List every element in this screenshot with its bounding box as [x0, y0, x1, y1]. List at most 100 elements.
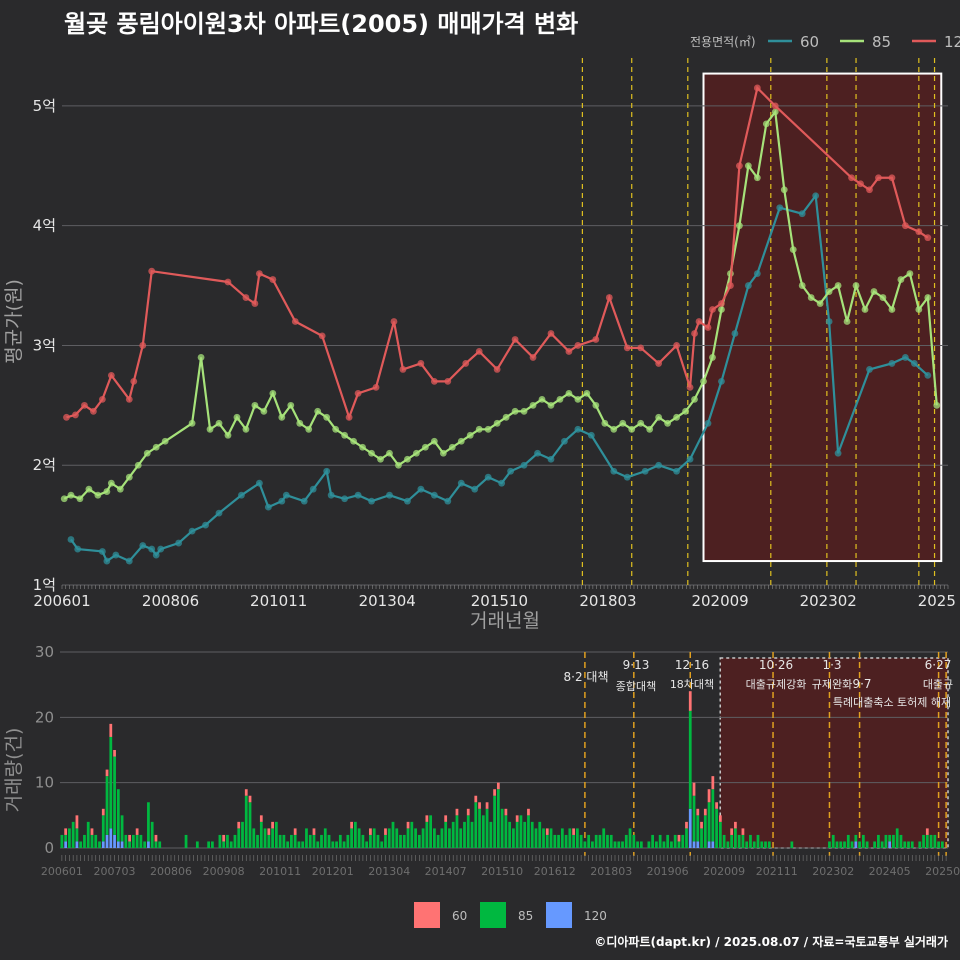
data-point-120 — [291, 318, 299, 325]
data-point-120 — [605, 294, 613, 301]
bar-segment-85 — [94, 834, 98, 848]
bar-segment-60 — [478, 802, 481, 809]
data-point-120 — [318, 332, 326, 340]
bar-segment-60 — [504, 808, 508, 816]
bar-segment-85 — [116, 789, 120, 842]
bar-segment-85 — [628, 828, 632, 848]
bar-segment-85 — [692, 795, 696, 842]
bar-x-tick-label: 200601 — [41, 865, 83, 878]
bar-segment-85 — [395, 828, 399, 848]
data-point-85 — [215, 419, 223, 427]
data-point-85 — [771, 108, 779, 116]
data-point-60 — [484, 473, 492, 481]
bar-segment-120 — [101, 841, 105, 848]
bar-segment-85 — [297, 841, 301, 848]
data-point-120 — [529, 354, 537, 361]
bar-segment-85 — [718, 821, 722, 848]
data-point-120 — [623, 344, 631, 352]
bar-segment-60 — [222, 834, 226, 842]
bar-segment-85 — [530, 821, 534, 848]
bar-segment-85 — [575, 828, 579, 848]
bar-segment-85 — [636, 841, 639, 848]
bar-segment-85 — [910, 841, 914, 848]
bar-segment-85 — [707, 802, 711, 842]
bar-segment-85 — [451, 821, 455, 848]
data-point-120 — [255, 270, 263, 277]
data-point-60 — [753, 270, 761, 277]
data-point-85 — [870, 288, 878, 295]
legend-title: 전용면적(㎡) — [690, 35, 756, 49]
data-point-85 — [439, 449, 447, 457]
data-point-60 — [264, 503, 272, 511]
bar-segment-85 — [184, 834, 188, 848]
bar-segment-85 — [515, 821, 519, 848]
bar-segment-120 — [109, 828, 113, 848]
bar-segment-85 — [696, 815, 700, 842]
bar-x-tick-label: 202302 — [812, 865, 854, 878]
data-point-85 — [466, 431, 474, 439]
bar-segment-85 — [399, 834, 402, 848]
data-point-85 — [404, 455, 411, 463]
data-point-120 — [848, 174, 855, 182]
data-point-85 — [251, 401, 259, 409]
data-point-60 — [901, 354, 909, 361]
bar-segment-85 — [478, 808, 481, 848]
bar-segment-85 — [248, 802, 252, 848]
bar-segment-60 — [718, 815, 722, 822]
bar-legend-swatch-85 — [480, 902, 506, 928]
bar-segment-60 — [128, 834, 131, 842]
data-point-85 — [538, 395, 546, 403]
bar-segment-85 — [455, 815, 459, 848]
bar-segment-85 — [466, 815, 470, 848]
bar-segment-120 — [888, 841, 892, 848]
bar-segment-85 — [504, 815, 508, 848]
bar-segment-85 — [583, 841, 587, 848]
data-point-120 — [511, 336, 519, 343]
bar-segment-85 — [673, 834, 677, 848]
bar-segment-85 — [71, 821, 75, 848]
bar-segment-85 — [414, 828, 417, 848]
data-point-85 — [359, 443, 366, 451]
bar-segment-85 — [323, 828, 327, 848]
data-point-60 — [610, 467, 618, 475]
bar-segment-85 — [534, 828, 538, 848]
bar-segment-85 — [688, 710, 692, 809]
data-point-60 — [498, 479, 506, 487]
bar-x-tick-label: 201304 — [368, 865, 410, 878]
bar-segment-85 — [925, 834, 929, 848]
policy-label-date: 9·7 — [852, 677, 871, 691]
bar-segment-85 — [79, 841, 83, 848]
policy-label-date: 1·3 — [822, 658, 841, 672]
bar-segment-85 — [305, 828, 308, 848]
data-point-120 — [462, 360, 470, 367]
bar-segment-85 — [493, 795, 496, 848]
data-point-60 — [255, 479, 263, 487]
bar-segment-60 — [248, 795, 252, 803]
data-point-60 — [67, 536, 75, 543]
bar-segment-85 — [624, 834, 628, 848]
bar-segment-85 — [839, 841, 843, 848]
bar-segment-85 — [568, 828, 572, 848]
bar-segment-85 — [154, 841, 158, 848]
bar-segment-85 — [98, 841, 101, 848]
bar-segment-60 — [545, 828, 549, 835]
bar-x-tick-label: 201201 — [312, 865, 354, 878]
bar-segment-85 — [485, 808, 489, 848]
bar-segment-85 — [545, 834, 549, 848]
bar-segment-85 — [835, 841, 839, 848]
bar-segment-85 — [538, 821, 542, 848]
bar-segment-85 — [591, 841, 594, 848]
bar-segment-85 — [760, 841, 764, 848]
bar-segment-85 — [301, 841, 305, 848]
bar-segment-85 — [474, 802, 478, 848]
data-point-120 — [417, 360, 425, 367]
footer-credit: ©디아파트(dapt.kr) / 2025.08.07 / 자료=국토교통부 실… — [594, 935, 948, 949]
bar-segment-85 — [481, 815, 485, 848]
data-point-60 — [327, 491, 335, 499]
bar-segment-60 — [105, 769, 109, 777]
data-point-85 — [350, 437, 357, 445]
data-point-85 — [753, 174, 761, 182]
data-point-85 — [323, 413, 331, 421]
bar-x-tick-label: 202111 — [756, 865, 798, 878]
